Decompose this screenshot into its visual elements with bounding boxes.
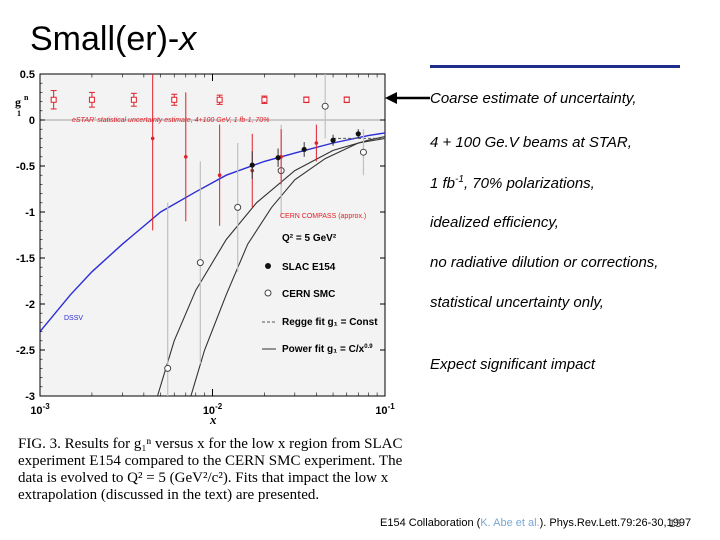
legend-dssv: DSSV: [64, 315, 83, 322]
axis-layer: 0.5 0 -0.5 -1 -1.5 -2 -2.5 -310-3 10-2 10-1: [16, 69, 395, 417]
svg-text:n: n: [24, 93, 29, 102]
legend: CERN COMPASS (approx.) Q² = 5 GeV² SLAC …: [64, 213, 378, 355]
compass-point: [314, 141, 319, 145]
page-number: 13: [669, 518, 682, 530]
estar-point: [343, 96, 350, 103]
smc-point: [164, 364, 172, 372]
estar-point: [88, 96, 95, 103]
x-axis-label: x: [209, 412, 217, 426]
y-tick-label: -3: [25, 391, 35, 403]
e154-point: [249, 162, 255, 168]
smc-point: [359, 148, 367, 156]
estar-point: [50, 96, 57, 103]
legend-e154-marker: [265, 263, 271, 269]
estar-note: eSTAR' statistical uncertainty estimate,…: [72, 117, 269, 124]
note-line-3: 1 fb-1, 70% polarizations,: [430, 174, 595, 192]
curve-layer: [39, 132, 386, 397]
y-tick-label: -1: [25, 207, 35, 219]
svg-text:g: g: [15, 95, 21, 109]
citation: E154 Collaboration (K. Abe et al.). Phys…: [380, 517, 692, 529]
x-tick-label: 10-1: [375, 402, 395, 417]
estar-point: [303, 96, 310, 103]
note-line-2: 4 + 100 Ge.V beams at STAR,: [430, 134, 632, 151]
legend-regge: Regge fit g₁ = Const: [282, 317, 378, 328]
estar-point: [216, 96, 223, 103]
power-fit-curve: [156, 136, 386, 397]
estar-point: [171, 96, 178, 103]
figure-caption: FIG. 3. Results for g₁ⁿ versus x for the…: [18, 436, 403, 503]
y-tick-label: -1.5: [16, 253, 35, 265]
y-tick-label: -2: [25, 299, 35, 311]
dssv-curve: [39, 132, 386, 333]
y-tick-label: 0.5: [20, 69, 35, 81]
citation-authors-link[interactable]: K. Abe et al.: [480, 517, 540, 529]
e154-point: [330, 137, 336, 143]
note-line-4: idealized efficiency,: [430, 214, 559, 231]
arrow-icon: [385, 92, 430, 104]
legend-smc-marker: [264, 289, 272, 297]
note-line-6: statistical uncertainty only,: [430, 294, 604, 311]
compass-point: [183, 155, 188, 159]
compass-point: [217, 173, 222, 177]
plot-background: [39, 73, 386, 397]
legend-smc: CERN SMC: [282, 289, 335, 300]
note-line-5: no radiative dilution or corrections,: [430, 254, 659, 271]
legend-power: Power fit g₁ = C/x0.9: [282, 344, 373, 355]
smc-point: [321, 102, 329, 110]
smc-point: [196, 259, 204, 267]
e154-point: [355, 131, 361, 137]
y-tick-label: 0: [29, 115, 35, 127]
x-tick-label: 10-2: [203, 402, 223, 417]
estar-point: [130, 96, 137, 103]
note-line-7: Expect significant impact: [430, 356, 596, 373]
outer-fit-curve: [190, 137, 386, 397]
y-axis-label: g n 1: [15, 93, 29, 118]
title-underline: [430, 65, 680, 68]
point-layer: [50, 74, 367, 396]
estar-point: [261, 96, 268, 103]
legend-q2: Q² = 5 GeV²: [282, 233, 337, 244]
legend-e154: SLAC E154: [282, 262, 336, 273]
e154-point: [275, 155, 281, 161]
chart: 0.5 0 -0.5 -1 -1.5 -2 -2.5 -310-3 10-2 10-1 eSTAR…: [15, 69, 395, 426]
note-line-1: Coarse estimate of uncertainty,: [430, 90, 637, 107]
e154-point: [301, 146, 307, 153]
y-tick-label: -0.5: [16, 161, 35, 173]
slide-title: Small(er)-x: [30, 20, 197, 58]
compass-point: [150, 136, 155, 141]
svg-text:1: 1: [17, 109, 21, 118]
x-tick-label: 10-3: [30, 402, 50, 417]
y-tick-label: -2.5: [16, 345, 35, 357]
legend-compass: CERN COMPASS (approx.): [280, 213, 366, 220]
smc-point: [234, 203, 242, 211]
